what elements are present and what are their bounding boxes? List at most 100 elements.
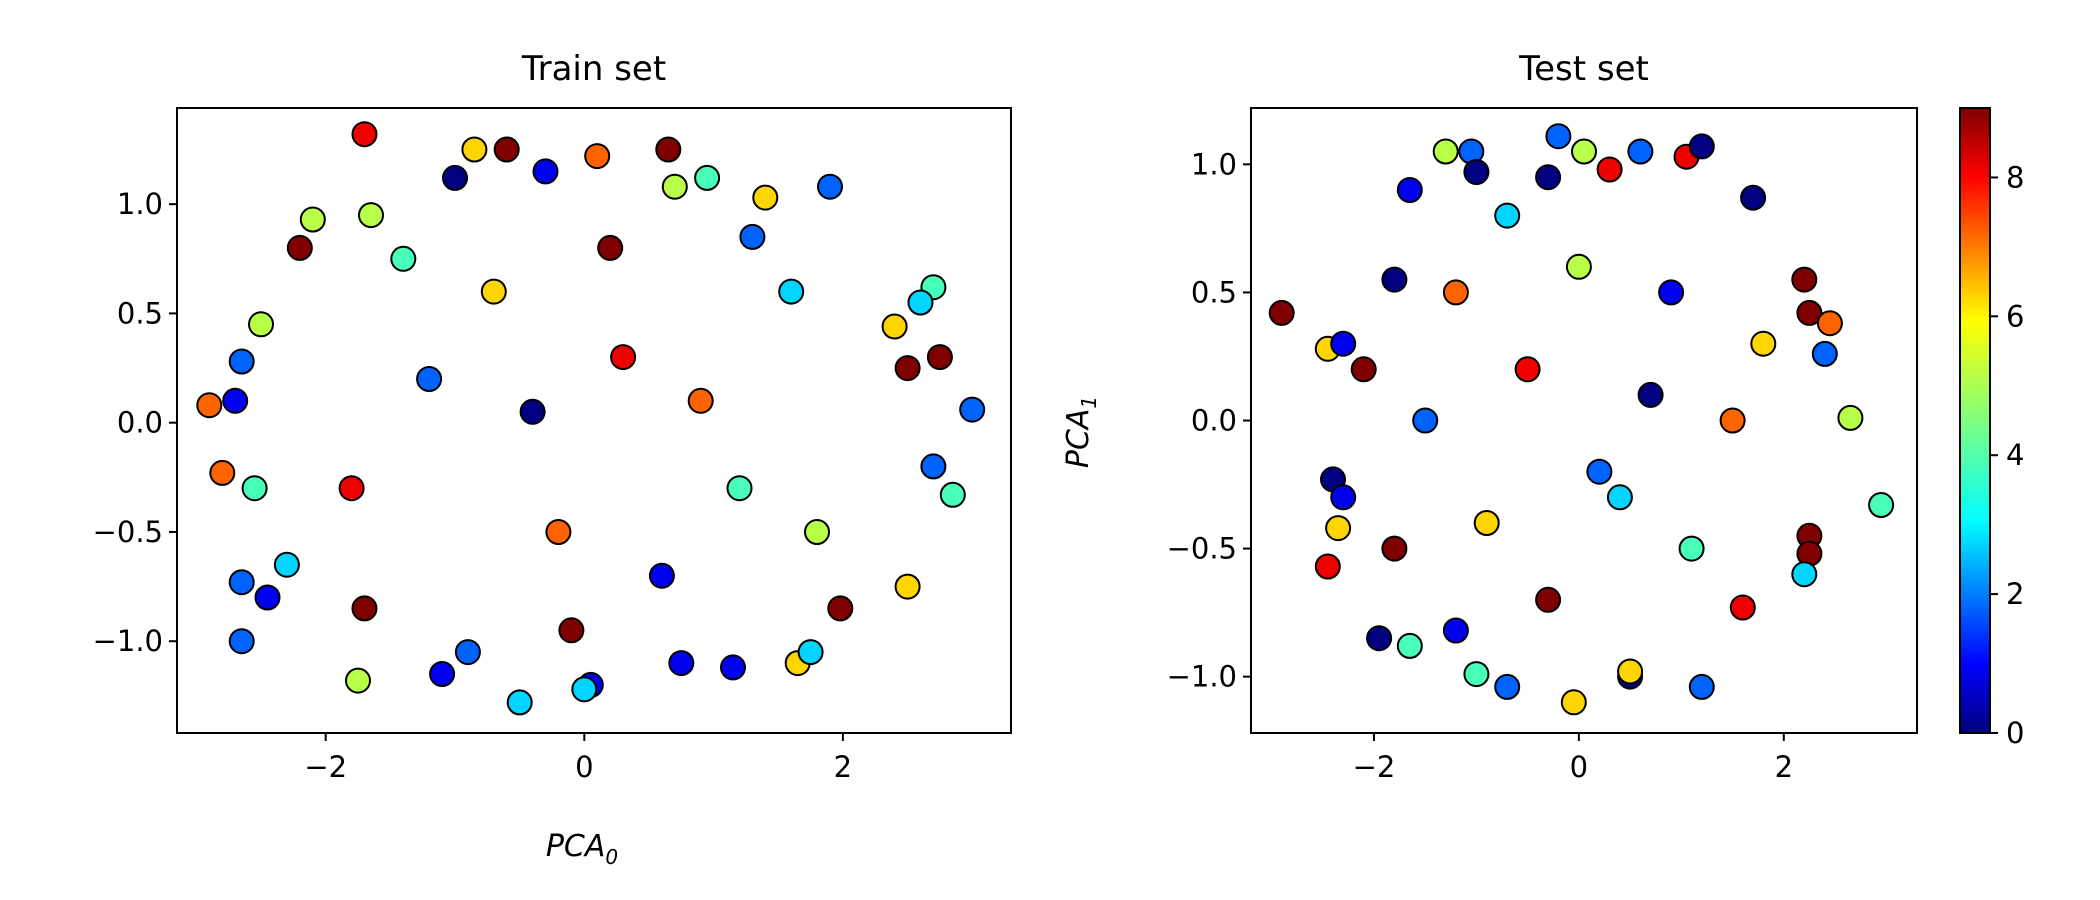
train-set-x-axis-label-subscript: 0	[605, 845, 618, 869]
test-set-panel: Test set −2 0 2 −1.0 −0.5 0.0 0.5 1.0 PCA1	[1061, 49, 1918, 784]
test-set-point	[1729, 594, 1756, 621]
train-set-point	[532, 158, 559, 185]
train-set-point	[668, 650, 695, 677]
train-set-x-tick-label: 0	[575, 750, 593, 784]
train-set-point	[480, 278, 507, 305]
test-set-y-tick-label: 0.5	[1191, 275, 1237, 309]
test-set-x-tick-label: 2	[1775, 750, 1793, 784]
train-set-point	[506, 689, 533, 716]
test-set-point	[1366, 625, 1393, 652]
train-set-x-tick-label: 2	[834, 750, 852, 784]
train-set-title: Train set	[521, 49, 666, 89]
train-set-point	[390, 245, 417, 272]
train-set-x-axis-label-main: PCA	[546, 829, 606, 864]
test-set-point	[1811, 340, 1838, 367]
train-set-point	[254, 584, 281, 611]
train-set-point	[597, 234, 624, 261]
test-set-point	[1688, 133, 1715, 160]
train-set-point	[648, 562, 675, 589]
train-set-point	[797, 639, 824, 666]
test-set-y-axis-label: PCA1	[1061, 396, 1101, 468]
train-set-y-tick-label: −1.0	[93, 624, 163, 658]
train-set-point	[907, 289, 934, 316]
test-set-point	[1545, 123, 1572, 150]
test-set-point	[1442, 279, 1469, 306]
train-set-point	[222, 387, 249, 414]
train-set-point	[926, 344, 953, 371]
test-set-point	[1463, 159, 1490, 185]
test-set-axes-frame	[1250, 107, 1918, 734]
train-set-points	[196, 121, 986, 716]
train-set-point	[241, 475, 268, 502]
train-set-point	[959, 396, 986, 423]
test-set-points	[1268, 123, 1895, 716]
test-set-point	[1688, 673, 1715, 700]
test-set-point	[1473, 510, 1500, 536]
colorbar-ticks: 0 2 4 6 8	[1990, 160, 2024, 750]
train-set-y-ticks: −1.0 −0.5 0.0 0.5 1.0	[93, 187, 177, 658]
test-set-point	[1381, 266, 1408, 293]
train-set-point	[558, 617, 585, 644]
train-set-point	[416, 366, 443, 392]
train-set-point	[661, 173, 688, 200]
train-set-point	[720, 654, 746, 681]
test-set-x-tick-label: 0	[1570, 750, 1588, 784]
test-set-point	[1658, 279, 1685, 306]
test-set-point	[1325, 515, 1352, 542]
colorbar: 0 2 4 6 8	[1959, 107, 2024, 750]
test-set-point	[1565, 253, 1592, 280]
train-set-point	[209, 459, 236, 486]
test-set-point	[1314, 553, 1341, 580]
train-set-point	[519, 398, 546, 425]
train-set-point	[739, 223, 766, 250]
train-set-y-tick-label: −0.5	[93, 515, 163, 549]
test-set-point	[1494, 673, 1521, 700]
test-set-point	[1678, 535, 1705, 562]
train-set-point	[894, 573, 921, 600]
train-set-point	[358, 202, 384, 229]
test-set-point	[1412, 407, 1439, 434]
train-set-point	[351, 595, 378, 622]
test-set-point	[1268, 299, 1295, 326]
test-set-y-axis-label-main: PCA	[1061, 409, 1096, 469]
test-set-point	[1571, 138, 1597, 165]
test-set-point	[1535, 164, 1562, 191]
test-set-point	[1535, 586, 1562, 613]
train-set-y-tick-label: 1.0	[117, 187, 163, 221]
test-set-y-axis-label-subscript: 1	[1077, 396, 1101, 409]
test-set-point	[1617, 658, 1644, 685]
test-set-point	[1396, 632, 1423, 659]
train-set-point	[827, 595, 854, 622]
test-set-point	[1868, 492, 1895, 518]
train-set-y-tick-label: 0.5	[117, 296, 163, 330]
test-set-point	[1560, 689, 1587, 716]
train-set-point	[286, 234, 313, 261]
train-set-point	[493, 136, 520, 163]
test-set-point	[1494, 202, 1521, 229]
train-set-panel: Train set −2 0 2 −1.0−0.50.00.51.0 PCA0	[93, 49, 1012, 869]
train-set-point	[228, 569, 255, 596]
train-set-point	[687, 387, 714, 414]
test-set-y-tick-label: −1.0	[1167, 660, 1237, 694]
colorbar-tick-label: 2	[2006, 577, 2024, 611]
test-set-point	[1442, 617, 1469, 644]
train-set-point	[726, 475, 753, 502]
test-set-point	[1463, 661, 1490, 688]
train-set-point	[351, 121, 378, 148]
test-set-point	[1816, 310, 1843, 337]
test-set-point	[1381, 535, 1408, 562]
test-set-y-ticks: −1.0 −0.5 0.0 0.5 1.0	[1167, 147, 1251, 694]
train-set-point	[752, 184, 779, 211]
train-set-point	[778, 278, 805, 305]
test-set-point	[1596, 156, 1623, 183]
test-set-point	[1432, 138, 1459, 165]
train-set-point	[817, 173, 843, 200]
test-set-point	[1750, 330, 1777, 357]
colorbar-tick-label: 0	[2006, 716, 2024, 750]
train-set-point	[228, 348, 255, 375]
test-set-x-tick-label: −2	[1353, 750, 1396, 784]
train-set-point	[694, 164, 721, 191]
train-set-y-tick-label: 0.0	[117, 406, 163, 440]
train-set-point	[248, 311, 274, 338]
